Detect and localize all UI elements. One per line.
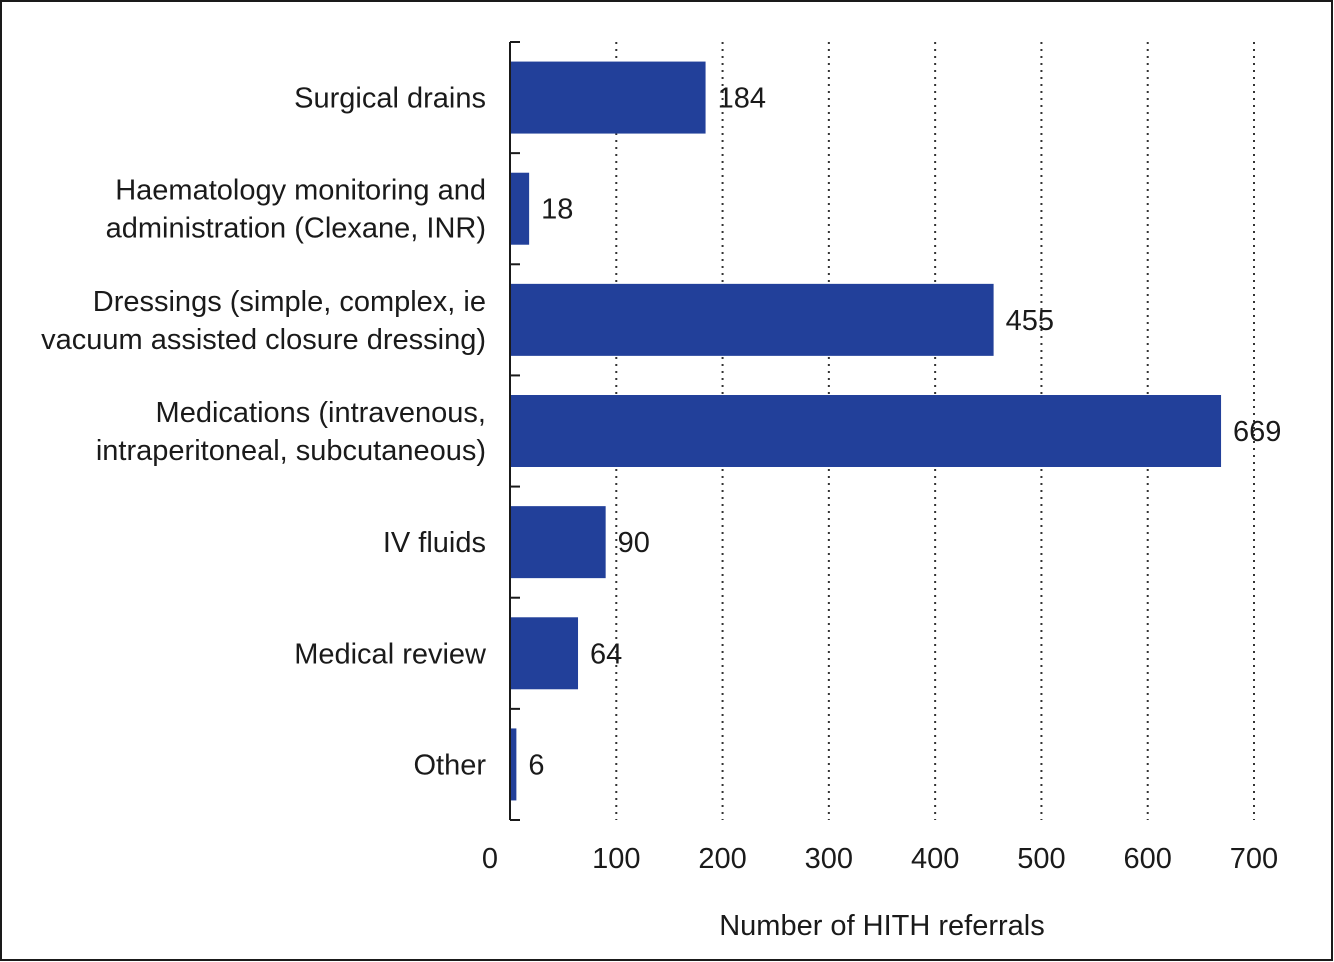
bar	[510, 172, 530, 245]
x-tick-label: 200	[698, 843, 746, 875]
category-label: Surgical drains	[294, 83, 486, 115]
category-label: Haematology monitoring and	[115, 175, 486, 207]
x-tick-label: 600	[1124, 843, 1172, 875]
x-tick-label: 300	[805, 843, 853, 875]
x-tick-labels: 0 100 200 300 400 500 600 700	[482, 843, 1278, 875]
data-label: 18	[541, 194, 573, 226]
x-axis-label: Number of HITH referrals	[719, 910, 1045, 942]
data-label: 184	[718, 83, 766, 115]
bar	[510, 283, 994, 356]
category-label: administration (Clexane, INR)	[106, 213, 486, 245]
x-tick-label: 500	[1017, 843, 1065, 875]
data-label: 90	[618, 527, 650, 559]
category-labels: 184 Surgical drains 18 Haematology monitori…	[41, 83, 1281, 782]
category-label: IV fluids	[383, 527, 486, 559]
data-label: 64	[590, 638, 622, 670]
x-tick-label: 400	[911, 843, 959, 875]
bar	[510, 728, 517, 801]
category-label: intraperitoneal, subcutaneous)	[96, 435, 486, 467]
category-label: Medical review	[294, 638, 487, 670]
category-label: Dressings (simple, complex, ie	[93, 286, 486, 318]
bar	[510, 61, 706, 134]
x-tick-label: 100	[592, 843, 640, 875]
x-tick-label: 0	[482, 843, 498, 875]
data-label: 669	[1233, 416, 1281, 448]
bar	[510, 617, 579, 690]
bar	[510, 395, 1222, 467]
data-label: 455	[1006, 305, 1054, 337]
category-label: Medications (intravenous,	[156, 397, 486, 429]
axes	[509, 41, 520, 821]
bars	[510, 61, 1222, 801]
x-tick-label: 700	[1230, 843, 1278, 875]
data-label: 6	[528, 749, 544, 781]
bar	[510, 506, 606, 579]
category-label: Other	[413, 749, 486, 781]
category-label: vacuum assisted closure dressing)	[41, 324, 486, 356]
